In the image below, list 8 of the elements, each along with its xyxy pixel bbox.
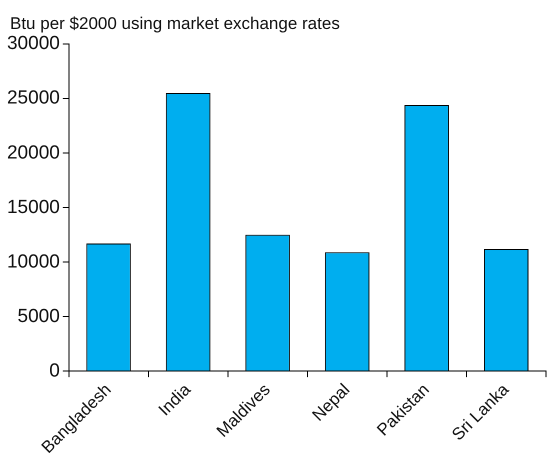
y-tick-label: 25000 [6,88,60,109]
y-tick-label: 0 [49,360,60,382]
y-tick-label: 5000 [18,306,60,327]
y-tick-label: 10000 [6,251,60,272]
y-axis-title: Btu per $2000 using market exchange rates [10,14,340,34]
y-tick-label: 15000 [6,196,60,218]
y-tick-label: 20000 [6,142,60,164]
y-tick-label: 30000 [6,33,60,54]
